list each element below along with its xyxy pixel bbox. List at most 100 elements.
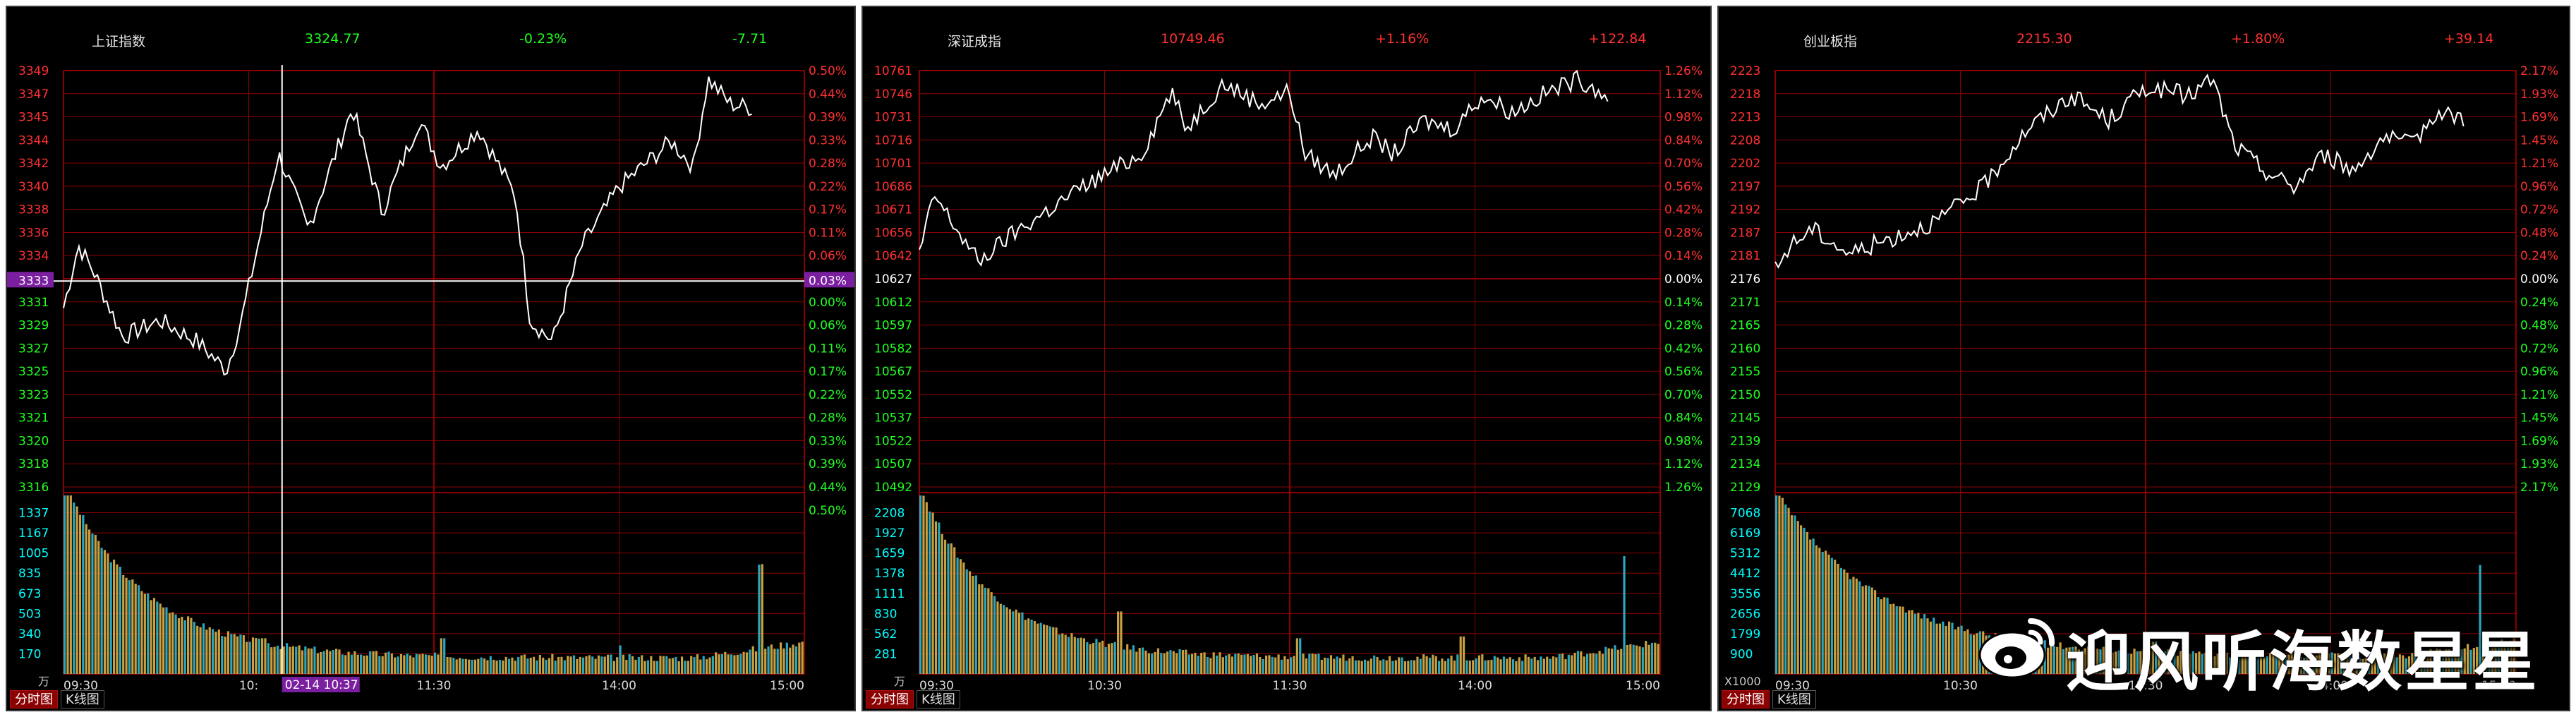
price-tick: 3340 bbox=[18, 180, 49, 194]
volume-bar bbox=[1540, 656, 1542, 674]
volume-bar bbox=[2077, 649, 2080, 674]
volume-bar bbox=[143, 594, 146, 674]
volume-bar bbox=[2287, 654, 2290, 674]
change-pct: +1.80% bbox=[2231, 31, 2285, 47]
volume-bar bbox=[69, 495, 72, 674]
volume-bar bbox=[2244, 651, 2247, 674]
volume-bar bbox=[1595, 653, 1598, 674]
volume-bar bbox=[708, 657, 711, 674]
volume-bar bbox=[134, 584, 137, 674]
volume-bar bbox=[972, 575, 974, 674]
volume-bar bbox=[1324, 657, 1326, 674]
volume-bar bbox=[511, 657, 514, 674]
volume-bar bbox=[217, 629, 220, 674]
volume-bar bbox=[1419, 658, 1422, 674]
price-tick: 3334 bbox=[18, 249, 49, 263]
volume-bar bbox=[2420, 651, 2423, 674]
volume-bar bbox=[653, 661, 655, 674]
volume-bar bbox=[956, 558, 959, 674]
volume-bar bbox=[199, 627, 202, 674]
chart-tabs: 分时图 K线图 bbox=[866, 690, 960, 709]
volume-bar bbox=[1573, 652, 1576, 674]
volume-bar bbox=[369, 651, 372, 674]
volume-bar bbox=[2155, 641, 2158, 674]
last-price: 3324.77 bbox=[305, 31, 361, 47]
volume-bar bbox=[125, 577, 128, 674]
volume-bar bbox=[1329, 655, 1333, 674]
volume-bar bbox=[1803, 527, 1806, 674]
volume-bar bbox=[1142, 647, 1144, 674]
volume-bar bbox=[2229, 657, 2232, 674]
volume-bar bbox=[2052, 646, 2055, 674]
volume-bar bbox=[255, 638, 258, 674]
tab-intraday[interactable]: 分时图 bbox=[1722, 690, 1770, 709]
volume-bar bbox=[1252, 655, 1255, 674]
volume-bar bbox=[603, 656, 606, 674]
volume-bar bbox=[452, 658, 455, 674]
volume-bar bbox=[2294, 654, 2297, 674]
volume-tick: 503 bbox=[18, 607, 41, 621]
volume-tick: 2656 bbox=[1730, 607, 1760, 621]
volume-bar bbox=[196, 625, 199, 674]
volume-bar bbox=[1286, 659, 1289, 674]
volume-bar bbox=[2189, 653, 2191, 674]
volume-bar bbox=[2312, 656, 2315, 674]
tab-kline[interactable]: K线图 bbox=[61, 690, 104, 709]
volume-bar bbox=[2056, 646, 2059, 674]
volume-bar bbox=[85, 524, 87, 674]
volume-bar bbox=[1086, 641, 1089, 674]
volume-bar bbox=[1048, 626, 1051, 674]
volume-bar bbox=[1216, 655, 1219, 674]
volume-tick: 340 bbox=[18, 627, 41, 641]
volume-bar bbox=[66, 495, 69, 674]
volume-bar bbox=[631, 656, 634, 674]
volume-bar bbox=[2389, 657, 2392, 674]
volume-bar bbox=[1441, 658, 1444, 674]
volume-bar bbox=[2176, 656, 2179, 674]
volume-bar bbox=[75, 506, 78, 674]
volume-bar bbox=[459, 658, 461, 674]
volume-bar bbox=[1800, 525, 1803, 674]
volume-bar bbox=[258, 638, 260, 674]
volume-bar bbox=[1827, 554, 1830, 674]
volume-bar bbox=[1163, 653, 1166, 674]
chart-tabs: 分时图 K线图 bbox=[1722, 690, 1816, 709]
price-tick: 10701 bbox=[874, 157, 912, 171]
volume-bar bbox=[1274, 657, 1277, 674]
volume-bar bbox=[2266, 656, 2268, 674]
volume-bar bbox=[789, 647, 792, 674]
volume-bar bbox=[610, 654, 612, 674]
tab-intraday[interactable]: 分时图 bbox=[10, 690, 58, 709]
price-tick: 10761 bbox=[874, 64, 912, 78]
volume-bar bbox=[1364, 659, 1367, 674]
volume-bar bbox=[1394, 660, 1397, 674]
volume-bar bbox=[415, 653, 418, 674]
volume-bar bbox=[1524, 654, 1527, 674]
price-tick: 10686 bbox=[874, 180, 912, 194]
index-name: 深证成指 bbox=[948, 34, 1002, 49]
volume-bar bbox=[2158, 651, 2160, 674]
time-tick: 09:30 bbox=[64, 679, 98, 693]
volume-bar bbox=[582, 657, 585, 674]
volume-bar bbox=[2201, 653, 2203, 674]
tab-kline[interactable]: K线图 bbox=[1772, 690, 1816, 709]
volume-bar bbox=[2414, 656, 2417, 674]
tab-intraday[interactable]: 分时图 bbox=[866, 690, 914, 709]
volume-tick: 835 bbox=[18, 567, 41, 581]
volume-bar bbox=[1626, 644, 1629, 674]
volume-bar bbox=[2247, 651, 2250, 674]
pct-tick: 0.72% bbox=[2520, 342, 2558, 356]
pct-tick: 0.44% bbox=[809, 88, 847, 102]
volume-bar bbox=[520, 655, 523, 674]
volume-bar bbox=[1654, 642, 1657, 674]
volume-bar bbox=[325, 649, 329, 674]
price-line bbox=[1774, 73, 2465, 269]
volume-bar bbox=[925, 502, 928, 674]
volume-bar bbox=[2198, 651, 2201, 674]
volume-bar bbox=[2241, 651, 2244, 674]
volume-bar bbox=[1175, 653, 1178, 674]
volume-bar bbox=[483, 658, 486, 674]
tab-kline[interactable]: K线图 bbox=[917, 690, 960, 709]
volume-bar bbox=[1555, 657, 1558, 674]
volume-bar bbox=[770, 644, 773, 674]
